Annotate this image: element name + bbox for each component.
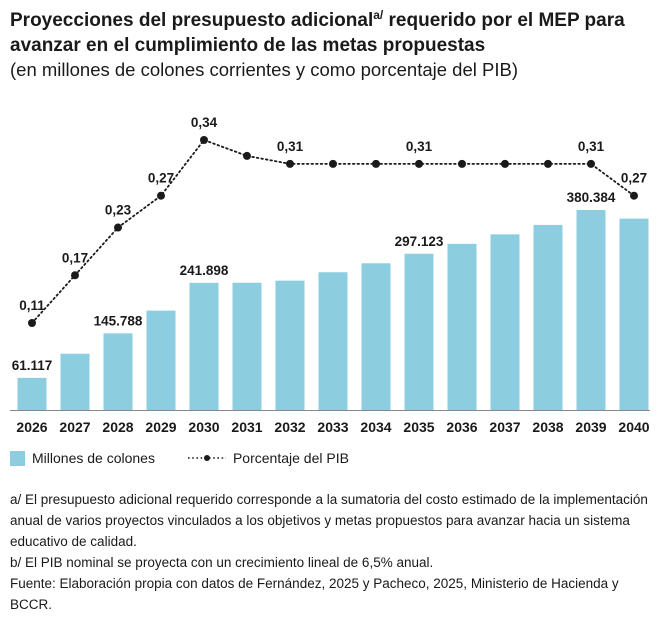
legend-item-bars: Millones de colones	[10, 450, 155, 466]
bar-2032	[275, 280, 305, 410]
x-tick-label-2040: 2040	[618, 419, 649, 435]
chart-title-text-continued: requerido por el MEP para avanzar en el …	[10, 10, 625, 56]
bar-2034	[361, 263, 391, 410]
pib-value-label-2026: 0,11	[19, 298, 45, 313]
bar-value-label-2026: 61.117	[12, 358, 53, 373]
chart-notes: a/ El presupuesto adicional requerido co…	[10, 489, 650, 615]
x-tick-label-2033: 2033	[317, 419, 348, 435]
pib-value-label-2032: 0,31	[277, 139, 304, 154]
x-tick-label-2026: 2026	[16, 419, 47, 435]
pib-point-2034	[372, 159, 380, 168]
x-tick-label-2039: 2039	[575, 419, 606, 435]
note-a: a/ El presupuesto adicional requerido co…	[10, 492, 648, 549]
pib-value-label-2040: 0,27	[621, 171, 647, 186]
bar-2026	[17, 377, 47, 410]
pib-point-2033	[329, 159, 337, 168]
chart-title: Proyecciones del presupuesto adicionala/…	[10, 8, 650, 58]
chart-legend: Millones de colones Porcentaje del PIB	[10, 450, 349, 466]
pib-point-2040	[630, 191, 638, 200]
chart-subtitle: (en millones de colones corrientes y com…	[10, 59, 518, 80]
legend-swatch-bars	[10, 450, 25, 466]
pib-point-2036	[458, 159, 466, 168]
pib-value-label-2029: 0,27	[148, 171, 174, 186]
x-tick-label-2032: 2032	[274, 419, 305, 435]
pib-point-2030	[200, 136, 208, 144]
bar-2037	[490, 234, 520, 410]
bar-2030	[189, 282, 219, 410]
note-b: b/ El PIB nominal se proyecta con un cre…	[10, 555, 434, 570]
legend-label-line: Porcentaje del PIB	[232, 450, 349, 466]
pib-value-label-2027: 0,17	[62, 250, 88, 265]
pib-point-2026	[28, 319, 36, 327]
bar-value-label-2028: 145.788	[94, 313, 143, 328]
pib-point-2032	[286, 159, 294, 168]
pib-point-2031	[243, 151, 251, 160]
bar-2038	[533, 224, 563, 410]
legend-swatch-line	[187, 455, 226, 461]
bar-value-label-2030: 241.898	[180, 263, 229, 278]
pib-value-label-2035: 0,31	[406, 139, 433, 154]
pib-point-2039	[587, 159, 595, 168]
bar-2035	[404, 253, 434, 410]
bar-2031	[232, 282, 262, 410]
x-tick-label-2027: 2027	[59, 419, 90, 435]
pib-value-label-2039: 0,31	[578, 139, 605, 154]
pib-value-label-2030: 0,34	[191, 115, 218, 130]
bar-2033	[318, 272, 348, 410]
x-tick-label-2036: 2036	[446, 419, 477, 435]
x-tick-label-2031: 2031	[231, 419, 262, 435]
pib-point-2035	[415, 159, 423, 168]
legend-label-bars: Millones de colones	[32, 450, 155, 466]
x-tick-label-2034: 2034	[360, 419, 391, 435]
bar-2028	[103, 333, 133, 410]
pib-point-2028	[114, 223, 122, 232]
bar-2039	[576, 210, 606, 410]
pib-value-label-2028: 0,23	[105, 203, 132, 218]
pib-point-2027	[71, 271, 79, 280]
bar-2040	[619, 218, 649, 410]
x-tick-label-2029: 2029	[145, 419, 176, 435]
x-tick-label-2028: 2028	[102, 419, 133, 435]
pib-point-2038	[544, 159, 552, 168]
chart-title-text: Proyecciones del presupuesto adicional	[10, 10, 374, 31]
bar-2027	[60, 353, 90, 410]
pib-percentage-line	[31, 138, 635, 324]
bar-value-label-2039: 380.384	[567, 190, 616, 205]
x-tick-label-2030: 2030	[188, 419, 219, 435]
source-note: Fuente: Elaboración propia con datos de …	[10, 576, 619, 612]
chart-title-note-marker: a/	[373, 8, 384, 22]
bar-2036	[447, 243, 477, 410]
bar-value-label-2035: 297.123	[395, 234, 444, 249]
bar-2029	[146, 310, 176, 410]
pib-point-2037	[501, 159, 509, 168]
combo-chart: 61.117 2026 2027 145.788 2028 2029 241.898 2030…	[10, 115, 650, 435]
x-tick-label-2037: 2037	[489, 419, 520, 435]
x-tick-label-2038: 2038	[532, 419, 563, 435]
legend-item-line: Porcentaje del PIB	[187, 450, 349, 466]
x-tick-label-2035: 2035	[403, 419, 434, 435]
pib-point-2029	[157, 191, 165, 200]
